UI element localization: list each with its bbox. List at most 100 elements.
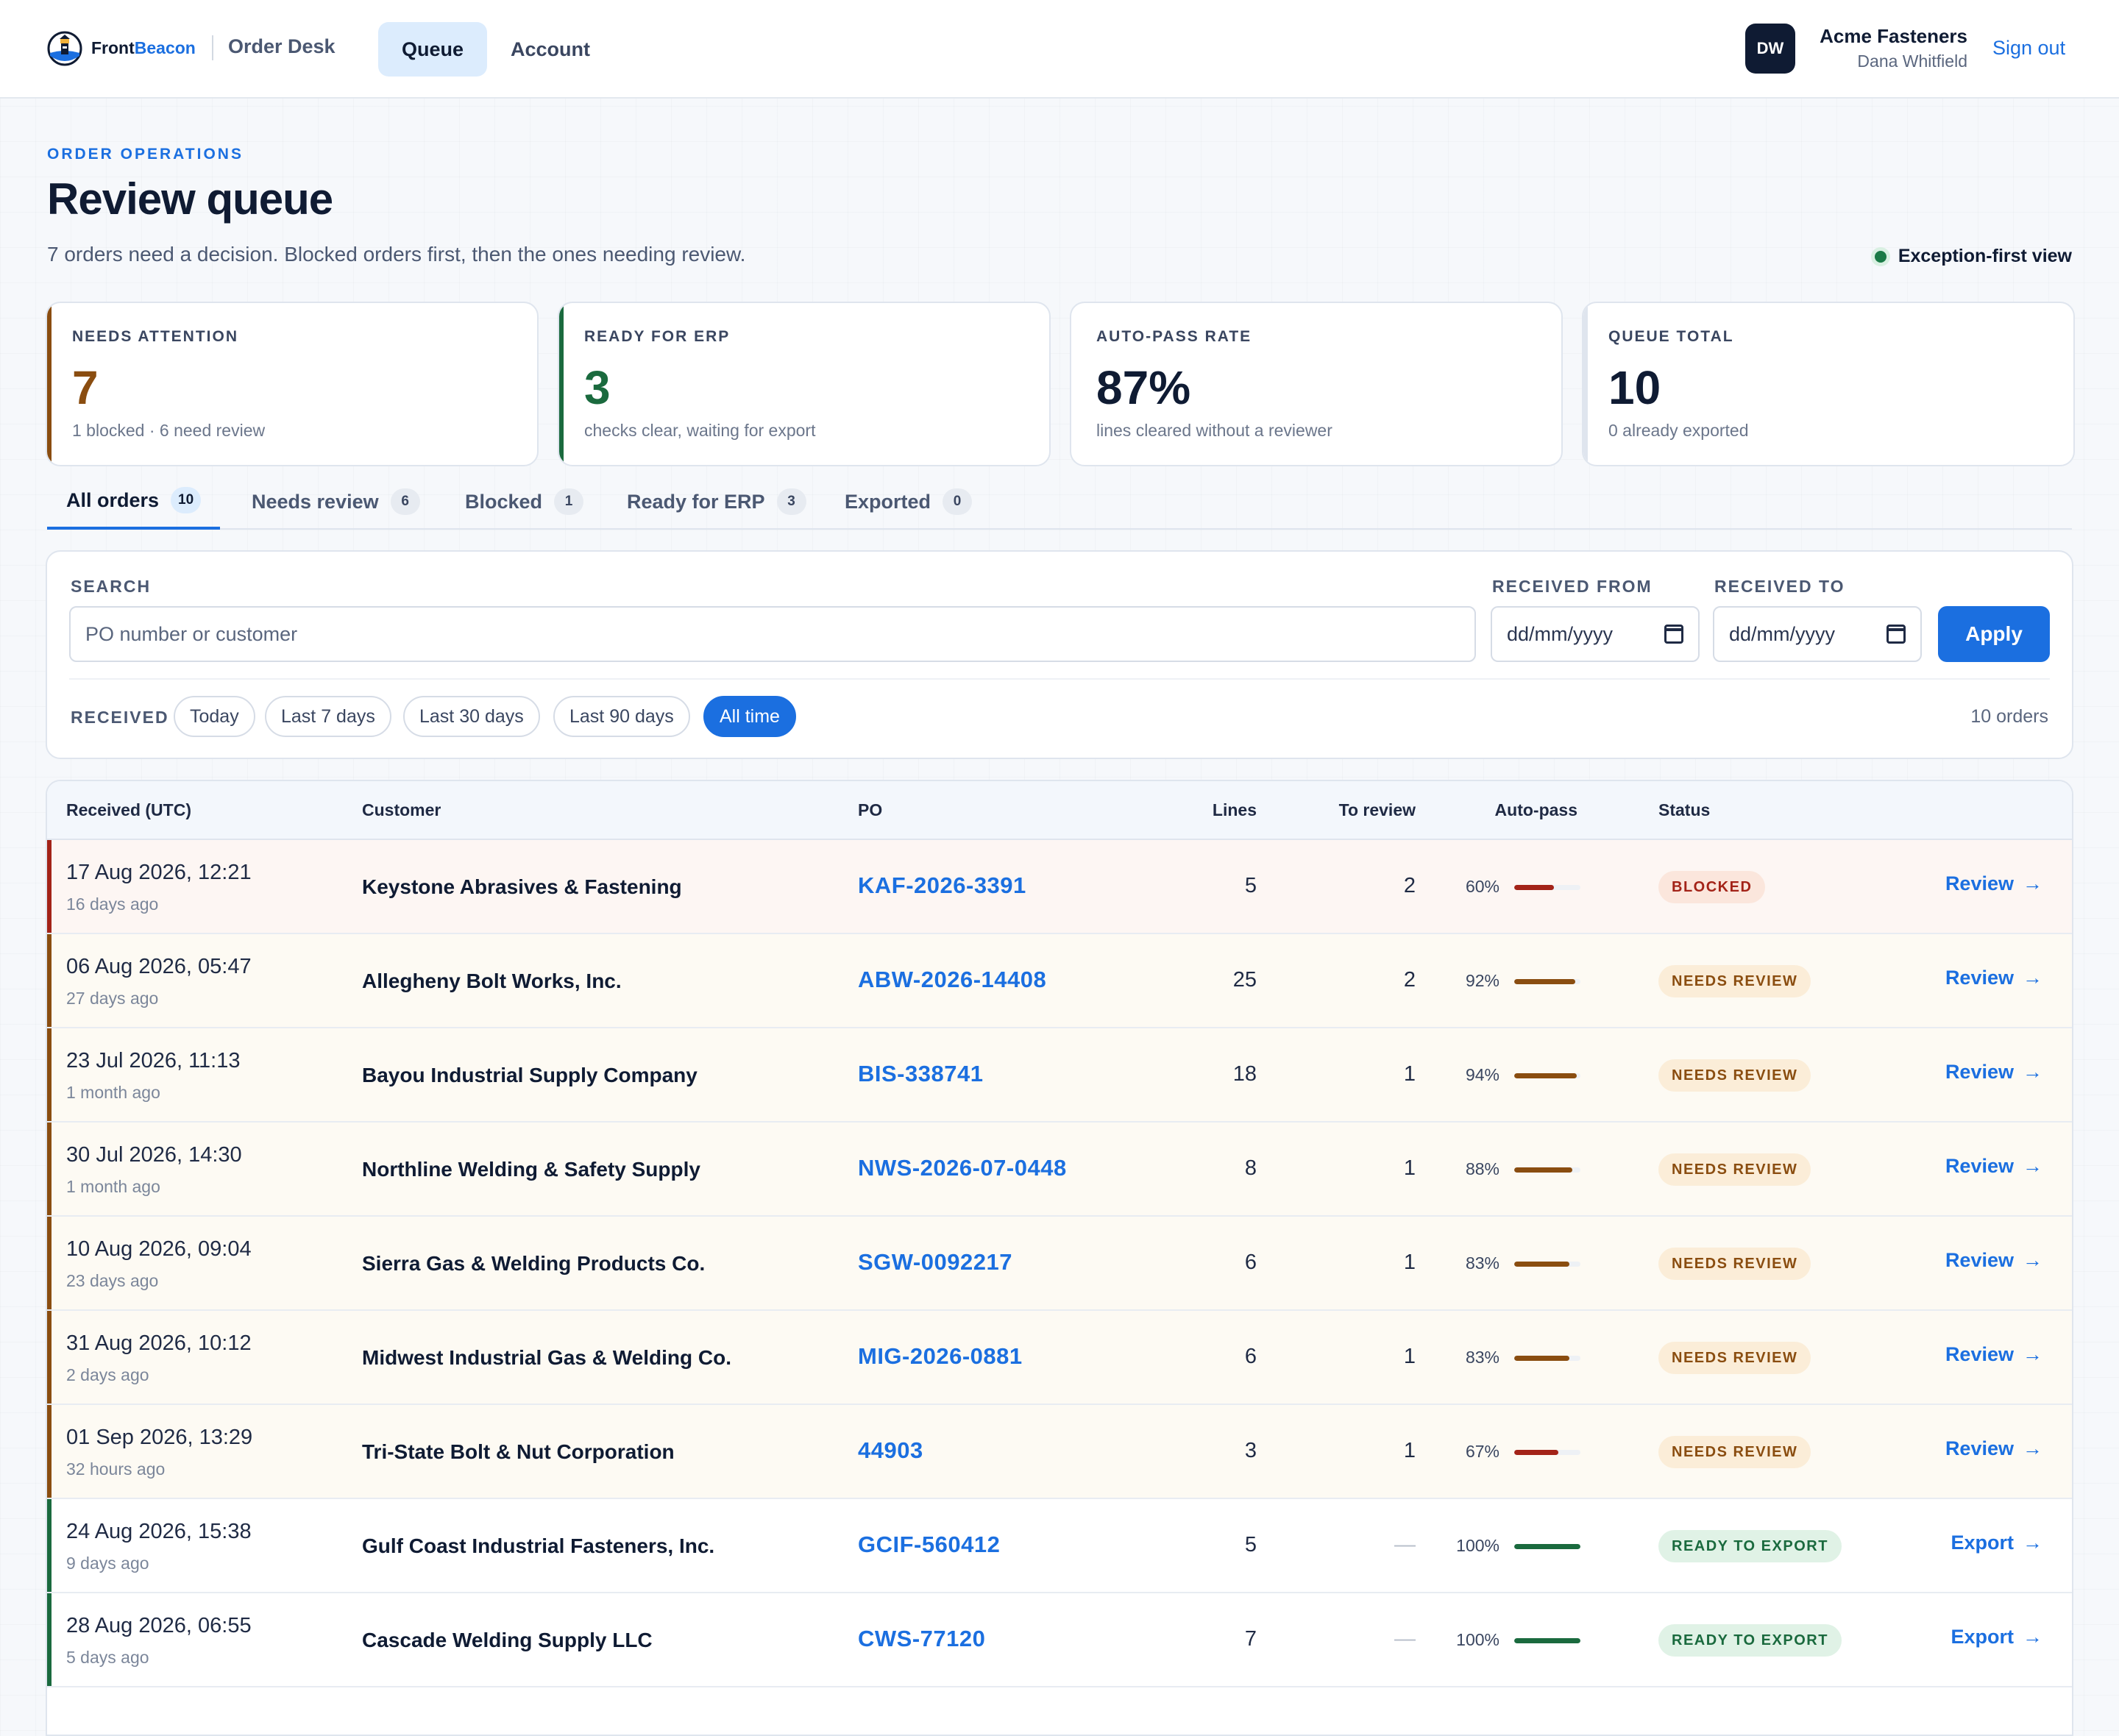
received-date: 10 Aug 2026, 09:04: [66, 1237, 252, 1261]
column-header-po[interactable]: PO: [858, 800, 883, 819]
po-link[interactable]: CWS-77120: [858, 1626, 986, 1651]
tab-label: Exported: [845, 490, 931, 513]
table-row[interactable]: 24 Aug 2026, 15:38 9 days ago Gulf Coast I…: [47, 1499, 2072, 1593]
po-link[interactable]: KAF-2026-3391: [858, 872, 1026, 898]
row-status-bar: [47, 1499, 52, 1592]
lines-count: 18: [1232, 1062, 1257, 1086]
po-link[interactable]: SGW-0092217: [858, 1249, 1012, 1275]
column-header-customer[interactable]: Customer: [362, 800, 441, 819]
range-chip-last-90-days[interactable]: Last 90 days: [553, 696, 690, 737]
status-badge: NEEDS REVIEW: [1658, 1436, 1811, 1468]
received-date: 31 Aug 2026, 10:12: [66, 1331, 252, 1355]
auto-pass-meter: [1514, 1450, 1580, 1455]
user-name: Dana Whitfield: [1857, 51, 1967, 71]
nav-tab-account[interactable]: Account: [511, 38, 590, 60]
lines-count: 6: [1244, 1345, 1257, 1368]
tab-ready-for-erp[interactable]: Ready for ERP 3: [627, 474, 806, 530]
table-row[interactable]: 30 Jul 2026, 14:30 1 month ago Northline W…: [47, 1123, 2072, 1217]
auto-pass-meter: [1514, 885, 1580, 890]
tab-count: 0: [943, 488, 973, 515]
arrow-right-icon: →: [2023, 1626, 2042, 1648]
table-row[interactable]: 31 Aug 2026, 10:12 2 days ago Midwest Indu…: [47, 1311, 2072, 1405]
column-header-received[interactable]: Received (UTC): [66, 800, 191, 819]
tab-exported[interactable]: Exported 0: [845, 474, 973, 530]
tab-needs-review[interactable]: Needs review 6: [252, 474, 420, 530]
kpi-value: 87%: [1096, 361, 1191, 414]
apply-button[interactable]: Apply: [1938, 606, 2050, 662]
to-review-count: 2: [1403, 968, 1416, 992]
received-date: 30 Jul 2026, 14:30: [66, 1143, 242, 1167]
date-placeholder: dd/mm/yyyy: [1729, 622, 1836, 645]
received-relative: 23 days ago: [66, 1271, 159, 1290]
column-header-to-review[interactable]: To review: [1338, 800, 1416, 819]
range-chip-today[interactable]: Today: [174, 696, 255, 737]
po-link[interactable]: BIS-338741: [858, 1061, 984, 1086]
tab-all-orders[interactable]: All orders 10: [47, 474, 221, 530]
kpi-label: READY FOR ERP: [584, 328, 731, 345]
received-date: 23 Jul 2026, 11:13: [66, 1049, 241, 1072]
filter-panel: SEARCH PO number or customer RECEIVED FR…: [46, 550, 2073, 759]
po-link[interactable]: GCIF-560412: [858, 1532, 1001, 1557]
row-action-link[interactable]: Review →: [1945, 1343, 2042, 1366]
po-link[interactable]: NWS-2026-07-0448: [858, 1155, 1067, 1181]
customer-name: Gulf Coast Industrial Fasteners, Inc.: [362, 1534, 715, 1557]
calendar-icon[interactable]: [1664, 625, 1683, 644]
sign-out-link[interactable]: Sign out: [1992, 37, 2066, 59]
auto-pass-meter: [1514, 979, 1580, 984]
column-header-auto-pass[interactable]: Auto-pass: [1494, 800, 1577, 819]
table-row[interactable]: 10 Aug 2026, 09:04 23 days ago Sierra Gas …: [47, 1217, 2072, 1311]
table-row[interactable]: 01 Sep 2026, 13:29 32 hours ago Tri-State …: [47, 1405, 2072, 1499]
auto-pass-meter-fill: [1514, 1356, 1569, 1361]
search-input[interactable]: PO number or customer: [69, 606, 1476, 662]
arrow-right-icon: →: [2023, 1249, 2042, 1271]
calendar-icon[interactable]: [1886, 625, 1906, 644]
avatar[interactable]: DW: [1745, 24, 1795, 74]
row-action-link[interactable]: Review →: [1945, 1249, 2042, 1272]
table-row[interactable]: 23 Jul 2026, 11:13 1 month ago Bayou Indus…: [47, 1028, 2072, 1123]
lines-count: 25: [1232, 968, 1257, 992]
received-from-date-input[interactable]: dd/mm/yyyy: [1491, 606, 1700, 662]
row-action-link[interactable]: Review →: [1945, 967, 2042, 989]
nav-tab-queue[interactable]: Queue: [378, 22, 487, 77]
status-badge: NEEDS REVIEW: [1658, 1153, 1811, 1186]
lines-count: 3: [1244, 1439, 1257, 1462]
row-action-link[interactable]: Export →: [1951, 1532, 2042, 1554]
top-nav: FrontBeacon Order Desk Queue Account DW …: [0, 0, 2119, 99]
received-from-label: RECEIVED FROM: [1492, 577, 1653, 596]
table-row[interactable]: 28 Aug 2026, 06:55 5 days ago Cascade Weld…: [47, 1593, 2072, 1687]
row-action-label: Export: [1951, 1532, 2014, 1554]
po-link[interactable]: ABW-2026-14408: [858, 967, 1047, 992]
range-chip-all-time[interactable]: All time: [703, 696, 796, 737]
received-date: 24 Aug 2026, 15:38: [66, 1520, 252, 1543]
kpi-accent-bar: [47, 303, 52, 465]
view-mode-badge: Exception-first view: [1874, 246, 2072, 267]
row-action-link[interactable]: Review →: [1945, 872, 2042, 895]
received-date: 06 Aug 2026, 05:47: [66, 955, 252, 978]
row-action-link[interactable]: Review →: [1945, 1061, 2042, 1084]
received-to-date-input[interactable]: dd/mm/yyyy: [1713, 606, 1922, 662]
to-review-count: 2: [1403, 874, 1416, 897]
table-row[interactable]: 06 Aug 2026, 05:47 27 days ago Allegheny B…: [47, 934, 2072, 1028]
brand-divider: [212, 35, 213, 60]
row-action-link[interactable]: Review →: [1945, 1155, 2042, 1178]
tab-blocked[interactable]: Blocked 1: [465, 474, 584, 530]
range-chip-last-7-days[interactable]: Last 7 days: [265, 696, 391, 737]
brand-part-front: Front: [91, 38, 135, 57]
column-header-status[interactable]: Status: [1658, 800, 1711, 819]
auto-pass-meter-fill: [1514, 1544, 1580, 1549]
lighthouse-logo-icon[interactable]: [47, 31, 82, 66]
po-link[interactable]: 44903: [858, 1437, 923, 1463]
table-row[interactable]: 17 Aug 2026, 12:21 16 days ago Keystone Ab…: [47, 840, 2072, 934]
row-action-link[interactable]: Review →: [1945, 1437, 2042, 1460]
to-review-count: —: [1394, 1533, 1416, 1557]
auto-pass-percent: 100%: [1456, 1630, 1499, 1649]
tab-label: All orders: [66, 488, 160, 511]
kpi-note: lines cleared without a reviewer: [1096, 421, 1332, 440]
range-chip-last-30-days[interactable]: Last 30 days: [403, 696, 540, 737]
row-action-link[interactable]: Export →: [1951, 1626, 2042, 1648]
kpi-value: 10: [1608, 361, 1661, 414]
status-badge: NEEDS REVIEW: [1658, 1342, 1811, 1374]
po-link[interactable]: MIG-2026-0881: [858, 1343, 1023, 1369]
column-header-lines[interactable]: Lines: [1212, 800, 1257, 819]
brand-name[interactable]: FrontBeacon: [91, 38, 196, 58]
